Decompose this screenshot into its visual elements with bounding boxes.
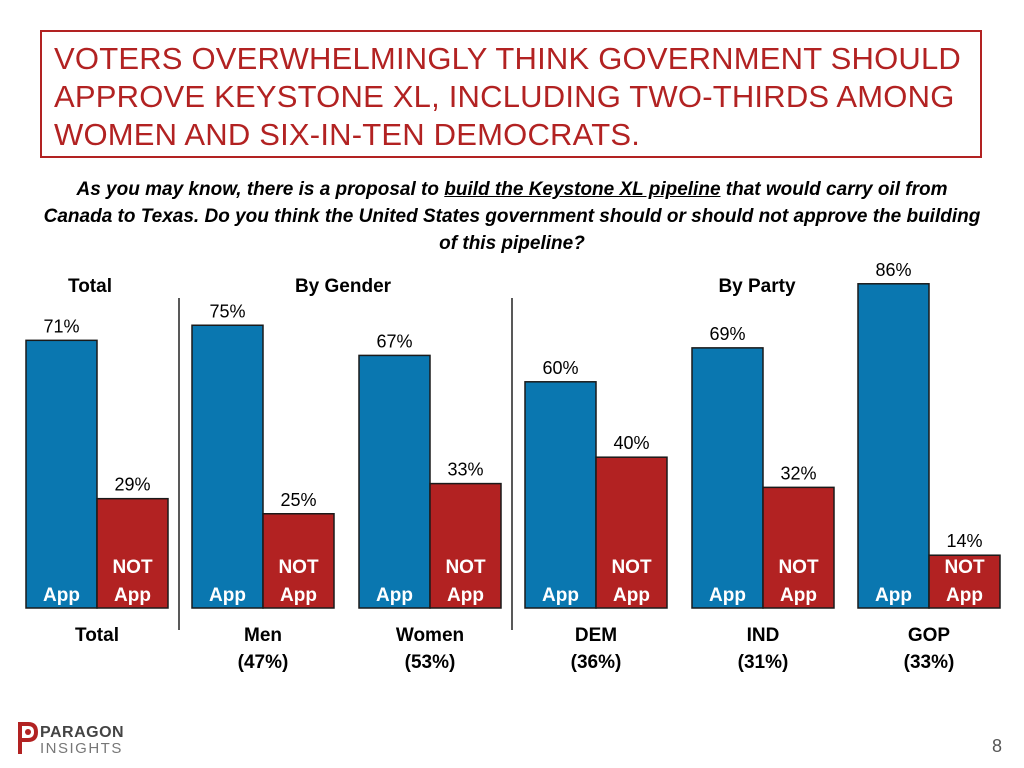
bar-app-men — [191, 324, 264, 609]
title-box: VOTERS OVERWHELMINGLY THINK GOVERNMENT S… — [40, 30, 982, 158]
paragon-logo-icon — [18, 722, 38, 754]
category-label-gop: GOP — [908, 625, 951, 646]
page-number: 8 — [991, 736, 1002, 756]
category-sublabel-ind: (31%) — [738, 652, 789, 673]
data-label-not-app-women: 33% — [447, 460, 483, 480]
group-header-total: Total — [68, 276, 112, 297]
question-text-after: that would carry oil from Canada to Texa… — [43, 179, 981, 254]
bar-inner-label-not-app-women: App — [447, 585, 484, 606]
bar-inner-label-not-app-men: App — [280, 585, 317, 606]
data-label-not-app-ind: 32% — [780, 463, 816, 483]
group-header-by-party: By Party — [718, 276, 796, 297]
data-label-app-dem: 60% — [542, 358, 578, 378]
category-sublabel-gop: (33%) — [904, 652, 955, 673]
category-label-women: Women — [396, 625, 464, 646]
category-label-ind: IND — [747, 625, 780, 646]
bar-inner-label-not-app-gop: App — [946, 585, 983, 606]
data-label-not-app-total: 29% — [114, 475, 150, 495]
bar-app-women — [358, 354, 431, 609]
data-label-not-app-dem: 40% — [613, 433, 649, 453]
bar-inner-label-not-app-women: NOT — [445, 557, 486, 578]
bar-not-app-dem — [595, 456, 668, 609]
category-sublabel-dem: (36%) — [571, 652, 622, 673]
bar-not-app-ind — [762, 486, 835, 609]
category-label-total: Total — [75, 625, 119, 646]
bar-app-gop — [857, 283, 930, 609]
bar-app-total — [25, 339, 98, 609]
bar-inner-label-not-app-total: App — [114, 585, 151, 606]
question-text-underlined: build the Keystone XL pipeline — [444, 179, 721, 200]
data-label-app-total: 71% — [43, 316, 79, 336]
bar-app-ind — [691, 347, 764, 609]
category-sublabel-women: (53%) — [405, 652, 456, 673]
category-label-dem: DEM — [575, 625, 617, 646]
bar-inner-label-app-dem: App — [542, 585, 579, 606]
survey-question: As you may know, there is a proposal to … — [40, 176, 984, 257]
bar-not-app-men — [262, 513, 335, 609]
bar-inner-label-app-men: App — [209, 585, 246, 606]
slide-title: VOTERS OVERWHELMINGLY THINK GOVERNMENT S… — [54, 41, 962, 152]
bar-inner-label-app-women: App — [376, 585, 413, 606]
bar-inner-label-not-app-ind: NOT — [778, 557, 819, 578]
data-label-not-app-men: 25% — [280, 490, 316, 510]
question-text-before: As you may know, there is a proposal to — [76, 179, 445, 200]
bar-inner-label-app-gop: App — [875, 585, 912, 606]
category-label-men: Men — [244, 625, 282, 646]
data-label-app-men: 75% — [209, 301, 245, 321]
data-label-not-app-gop: 14% — [946, 531, 982, 551]
bar-inner-label-app-total: App — [43, 585, 80, 606]
bar-not-app-women — [429, 482, 502, 609]
bar-inner-label-not-app-dem: App — [613, 585, 650, 606]
bar-app-dem — [524, 381, 597, 609]
data-label-app-gop: 86% — [875, 260, 911, 280]
bar-not-app-total — [96, 497, 169, 609]
bar-inner-label-not-app-total: NOT — [112, 557, 153, 578]
bar-inner-label-not-app-gop: NOT — [944, 557, 985, 578]
data-label-app-ind: 69% — [709, 324, 745, 344]
bar-inner-label-not-app-ind: App — [780, 585, 817, 606]
bar-not-app-gop — [928, 554, 1001, 609]
logo-word-paragon: PARAGON — [40, 724, 125, 741]
bar-inner-label-app-ind: App — [709, 585, 746, 606]
logo-word-insights: INSIGHTS — [40, 740, 123, 757]
bar-inner-label-not-app-dem: NOT — [611, 557, 652, 578]
bar-inner-label-not-app-men: NOT — [278, 557, 319, 578]
data-label-app-women: 67% — [376, 331, 412, 351]
category-sublabel-men: (47%) — [238, 652, 289, 673]
group-header-by-gender: By Gender — [295, 276, 392, 297]
